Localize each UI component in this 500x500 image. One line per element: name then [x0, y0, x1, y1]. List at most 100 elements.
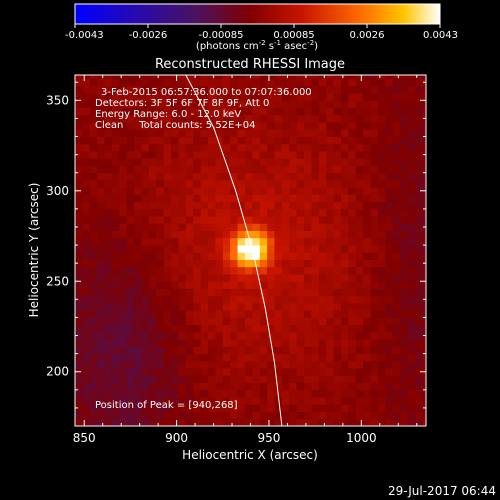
heatmap-cell: [363, 114, 371, 123]
heatmap-cell: [355, 339, 364, 347]
heatmap-cell: [341, 158, 349, 166]
heatmap-cell: [193, 368, 202, 376]
heatmap-cell: [126, 302, 135, 311]
heatmap-cell: [274, 397, 283, 405]
heatmap-cell: [230, 295, 238, 304]
heatmap-cell: [422, 194, 426, 203]
heatmap-cell: [193, 129, 202, 137]
heatmap-cell: [75, 172, 83, 181]
heatmap-cell: [148, 237, 157, 246]
heatmap-cell: [111, 245, 120, 253]
heatmap-cell: [193, 331, 202, 340]
heatmap-cell: [252, 281, 261, 289]
heatmap-cell: [141, 208, 150, 217]
heatmap-cell: [119, 252, 128, 260]
heatmap-cell: [126, 85, 135, 94]
heatmap-cell: [289, 150, 298, 159]
heatmap-cell: [171, 274, 179, 282]
heatmap-cell: [348, 295, 357, 304]
heatmap-cell: [252, 418, 261, 426]
heatmap-cell: [163, 216, 172, 224]
heatmap-cell: [274, 230, 283, 239]
heatmap-cell: [208, 353, 216, 362]
heatmap-cell: [97, 237, 105, 246]
heatmap-cell: [407, 353, 416, 362]
heatmap-cell: [148, 245, 157, 253]
heatmap-cell: [230, 310, 238, 318]
heatmap-cell: [111, 281, 120, 289]
heatmap-cell: [259, 187, 268, 195]
heatmap-cell: [126, 274, 135, 282]
heatmap-cell: [311, 230, 320, 239]
heatmap-cell: [370, 100, 379, 108]
heatmap-cell: [141, 368, 150, 376]
heatmap-cell: [289, 93, 298, 101]
heatmap-cell: [414, 274, 423, 282]
heatmap-cell: [215, 324, 224, 333]
solar-limb-curve: [185, 75, 283, 426]
heatmap-cell: [296, 75, 305, 80]
heatmap-cell: [156, 302, 165, 311]
heatmap-cell: [244, 150, 253, 159]
heatmap-cell: [148, 353, 157, 362]
heatmap-cell: [348, 237, 357, 246]
heatmap-cell: [193, 339, 202, 347]
heatmap-cell: [75, 346, 83, 355]
heatmap-cell: [222, 418, 231, 426]
heatmap-cell: [326, 411, 335, 420]
heatmap-cell: [377, 179, 386, 188]
heatmap-cell: [267, 194, 275, 203]
heatmap-cell: [377, 107, 386, 116]
heatmap-cell: [171, 368, 179, 376]
heatmap-cell: [171, 100, 179, 108]
heatmap-cell: [281, 122, 290, 130]
heatmap-cell: [377, 331, 386, 340]
heatmap-cell: [119, 129, 128, 137]
heatmap-cell: [104, 201, 113, 210]
heatmap-cell: [318, 331, 327, 340]
heatmap-cell: [281, 288, 290, 297]
heatmap-cell: [281, 237, 290, 246]
heatmap-cell: [200, 129, 209, 137]
heatmap-cell: [119, 339, 128, 347]
heatmap-cell: [252, 259, 261, 268]
heatmap-cell: [370, 143, 379, 152]
heatmap-cell: [370, 360, 379, 369]
heatmap-cell: [392, 288, 401, 297]
heatmap-cell: [289, 78, 298, 87]
heatmap-cell: [341, 230, 349, 239]
heatmap-cell: [252, 411, 261, 420]
heatmap-cell: [148, 136, 157, 145]
heatmap-cell: [414, 397, 423, 405]
heatmap-cell: [341, 165, 349, 174]
heatmap-cell: [392, 107, 401, 116]
heatmap-cell: [215, 317, 224, 326]
heatmap-cell: [385, 310, 394, 318]
heatmap-cell: [97, 339, 105, 347]
heatmap-cell: [377, 288, 386, 297]
heatmap-cell: [222, 85, 231, 94]
heatmap-cell: [281, 317, 290, 326]
heatmap-cell: [267, 259, 275, 268]
heatmap-cell: [111, 78, 120, 87]
heatmap-cell: [311, 339, 320, 347]
heatmap-cell: [318, 172, 327, 181]
heatmap-cell: [148, 360, 157, 369]
heatmap-cell: [281, 114, 290, 123]
heatmap-cell: [326, 360, 335, 369]
heatmap-cell: [141, 230, 150, 239]
heatmap-cell: [267, 324, 275, 333]
heatmap-cell: [208, 107, 216, 116]
heatmap-cell: [400, 230, 408, 239]
heatmap-cell: [244, 281, 253, 289]
heatmap-cell: [185, 259, 194, 268]
heatmap-cell: [134, 172, 142, 181]
heatmap-cell: [156, 78, 165, 87]
heatmap-cell: [75, 179, 83, 188]
heatmap-cell: [119, 75, 128, 80]
heatmap-cell: [97, 230, 105, 239]
heatmap-cell: [200, 281, 209, 289]
heatmap-cell: [89, 230, 98, 239]
heatmap-cell: [171, 114, 179, 123]
heatmap-cell: [134, 75, 142, 80]
